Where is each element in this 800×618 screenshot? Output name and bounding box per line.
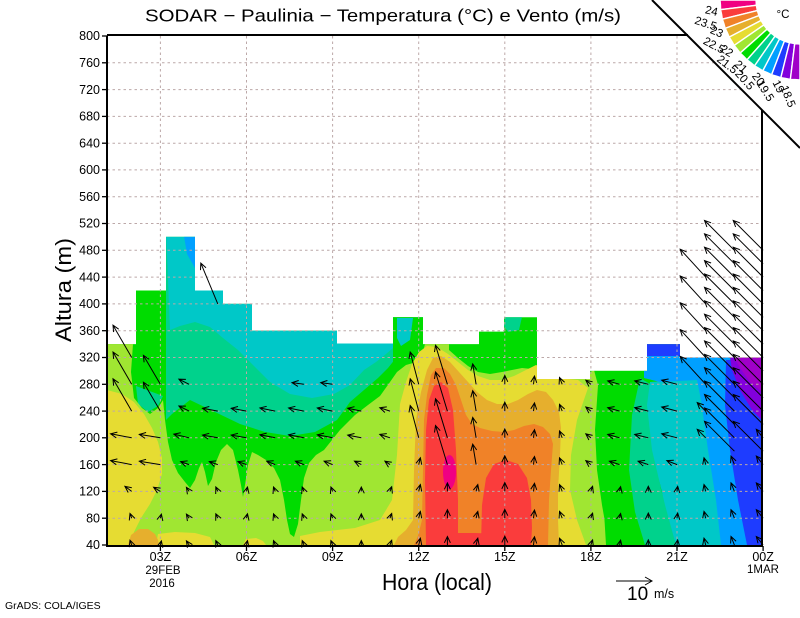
svg-text:800: 800 [79, 29, 100, 43]
svg-text:640: 640 [79, 136, 100, 150]
svg-text:15Z: 15Z [494, 550, 516, 564]
svg-text:520: 520 [79, 217, 100, 231]
svg-text:680: 680 [79, 110, 100, 124]
svg-text:200: 200 [79, 431, 100, 445]
svg-text:09Z: 09Z [322, 550, 344, 564]
svg-text:m/s: m/s [654, 587, 674, 601]
svg-text:29FEB: 29FEB [145, 565, 180, 577]
svg-text:720: 720 [79, 83, 100, 97]
svg-text:18Z: 18Z [580, 550, 602, 564]
svg-text:760: 760 [79, 56, 100, 70]
svg-text:GrADS: COLA/IGES: GrADS: COLA/IGES [5, 600, 101, 612]
svg-text:Hora (local): Hora (local) [382, 569, 492, 595]
svg-text:Altura (m): Altura (m) [51, 238, 76, 342]
svg-text:12Z: 12Z [408, 550, 430, 564]
svg-text:480: 480 [79, 244, 100, 258]
svg-text:40: 40 [86, 538, 100, 552]
svg-text:360: 360 [79, 324, 100, 338]
svg-text:21Z: 21Z [666, 550, 688, 564]
svg-text:400: 400 [79, 297, 100, 311]
svg-text:280: 280 [79, 378, 100, 392]
svg-text:600: 600 [79, 163, 100, 177]
svg-text:240: 240 [79, 404, 100, 418]
svg-text:03Z: 03Z [150, 550, 172, 564]
svg-text:320: 320 [79, 351, 100, 365]
svg-text:23: 23 [708, 24, 724, 40]
svg-text:1MAR: 1MAR [747, 564, 779, 576]
svg-text:00Z: 00Z [752, 550, 774, 564]
svg-text:°C: °C [777, 9, 790, 21]
svg-text:440: 440 [79, 270, 100, 284]
svg-text:06Z: 06Z [236, 550, 258, 564]
svg-text:19: 19 [770, 78, 787, 95]
svg-text:SODAR − Paulinia − Tempera: SODAR − Paulinia − Temperatura (°C) e Ve… [145, 6, 621, 26]
svg-text:2016: 2016 [149, 578, 175, 590]
svg-text:560: 560 [79, 190, 100, 204]
svg-text:10: 10 [627, 584, 648, 605]
svg-text:120: 120 [79, 485, 100, 499]
svg-text:22: 22 [718, 43, 735, 60]
svg-text:24: 24 [704, 4, 720, 19]
svg-text:160: 160 [79, 458, 100, 472]
svg-text:80: 80 [86, 511, 100, 525]
